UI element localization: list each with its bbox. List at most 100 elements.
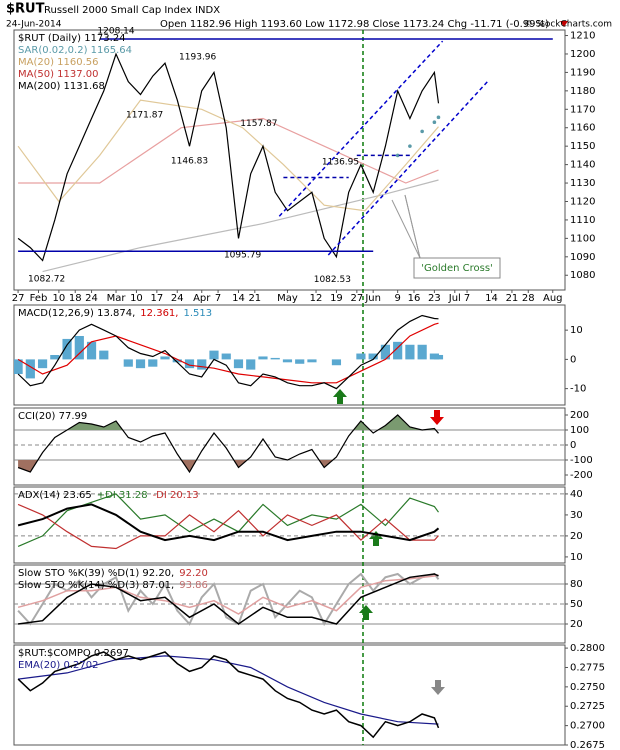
y-tick-label: 1090 [570, 252, 595, 263]
x-tick-label: May [277, 293, 298, 304]
histogram-bar [307, 359, 317, 363]
histogram-bar [62, 338, 72, 360]
price-label: 1146.83 [171, 157, 208, 167]
y-tick-label: 0.2775 [570, 662, 605, 673]
x-tick-label: 18 [69, 293, 82, 304]
legend-text: $RUT:$COMPQ 0.2697 [18, 648, 129, 659]
y-tick-label: 100 [570, 425, 589, 436]
x-tick-label: 23 [428, 293, 441, 304]
histogram-bar [331, 359, 342, 366]
legend-text: 1.513 [183, 308, 212, 319]
arrow-down [430, 410, 444, 425]
y-tick-label: 80 [570, 579, 583, 590]
x-tick-label: 19 [330, 293, 343, 304]
y-tick-label: -200 [570, 470, 593, 481]
histogram-bar [197, 359, 207, 370]
arrow-up [359, 605, 373, 620]
x-tick-label: 14 [485, 293, 498, 304]
histogram-bar [356, 353, 366, 360]
x-tick-label: Feb [30, 293, 48, 304]
y-tick-label: 1190 [570, 67, 595, 78]
y-tick-label: 1150 [570, 141, 595, 152]
y-tick-label: 0.2725 [570, 701, 605, 712]
macd-frame [13, 304, 566, 406]
histogram-bar [184, 359, 195, 369]
histogram-bar [123, 359, 133, 367]
y-tick-label: 1130 [570, 178, 595, 189]
histogram-bar [405, 344, 415, 360]
index-name: Russell 2000 Small Cap Index INDX [44, 5, 220, 16]
histogram-bar [380, 344, 391, 360]
price-label: 1082.53 [314, 275, 351, 285]
histogram-bar [25, 359, 35, 379]
histogram-bar [233, 359, 244, 369]
histogram-bar [282, 359, 293, 363]
price-label: 1208.14 [97, 26, 134, 36]
series-line [17, 52, 440, 262]
sar-dot [395, 153, 400, 158]
histogram-bar [246, 359, 256, 370]
series-line [42, 179, 439, 273]
x-tick-label: Apr [193, 293, 211, 304]
y-tick-label: 1170 [570, 104, 595, 115]
plot [17, 651, 440, 739]
x-tick-label: 14 [232, 293, 245, 304]
legend-text: +DI 31.28 [97, 490, 148, 501]
legend-text: MA(20) 1160.56 [18, 57, 99, 68]
histogram-bar [86, 341, 97, 360]
series-line [17, 314, 439, 390]
histogram-bar [209, 350, 219, 360]
series-line [17, 503, 440, 542]
trend-line [327, 81, 489, 256]
histogram-bar [135, 359, 146, 369]
histogram-bar [295, 359, 305, 364]
cci-fill [18, 415, 439, 431]
y-tick-label: -10 [570, 384, 586, 395]
y-tick-label: 0.2750 [570, 682, 605, 693]
x-tick-label: 7 [464, 293, 470, 304]
symbol: $RUT [6, 2, 45, 17]
annotation-box [413, 257, 501, 279]
legend-text: MA(200) 1131.68 [18, 81, 105, 92]
price-label: 1157.87 [240, 119, 277, 129]
y-tick-label: 1200 [570, 49, 595, 60]
x-tick-label: Jun [364, 293, 381, 304]
y-tick-label: 30 [570, 510, 583, 521]
x-tick-label: 24 [171, 293, 184, 304]
histogram-bar [221, 353, 231, 360]
series-line [17, 574, 439, 615]
price-label: 1193.96 [179, 53, 216, 63]
plot [14, 414, 565, 474]
x-tick-label: 17 [150, 293, 163, 304]
x-tick-label: 7 [215, 293, 221, 304]
histogram-bar [270, 357, 280, 360]
trend-line [278, 40, 444, 217]
y-tick-label: -100 [570, 455, 593, 466]
histogram-bar [417, 344, 427, 360]
plot [14, 493, 565, 550]
legend-text: Slow STO %K(39) %D(1) 92.20, [18, 568, 174, 579]
pointer [391, 199, 421, 259]
histogram-bar [368, 353, 378, 360]
annotation: 'Golden Cross' [421, 263, 493, 274]
legend-text: -DI 20.13 [153, 490, 199, 501]
sar-dot [420, 129, 424, 134]
y-tick-label: 1120 [570, 196, 595, 207]
ratio-frame [13, 644, 566, 746]
legend-text: CCI(20) 77.99 [18, 411, 87, 422]
histogram-bar [433, 354, 444, 360]
histogram-bar [99, 350, 109, 360]
arrow-up [369, 531, 383, 546]
x-tick-label: 9 [394, 293, 400, 304]
y-tick-label: 0.2700 [570, 721, 605, 732]
x-tick-label: Mar [107, 293, 127, 304]
sar-dot [408, 144, 412, 148]
series-line [18, 655, 439, 725]
down-marker [560, 21, 568, 27]
sar-dot [436, 115, 441, 120]
x-tick-label: 27 [350, 293, 363, 304]
quote: Open 1182.96 High 1193.60 Low 1172.98 Cl… [160, 19, 549, 30]
y-tick-label: 1210 [570, 31, 595, 42]
cci-frame [13, 407, 566, 486]
